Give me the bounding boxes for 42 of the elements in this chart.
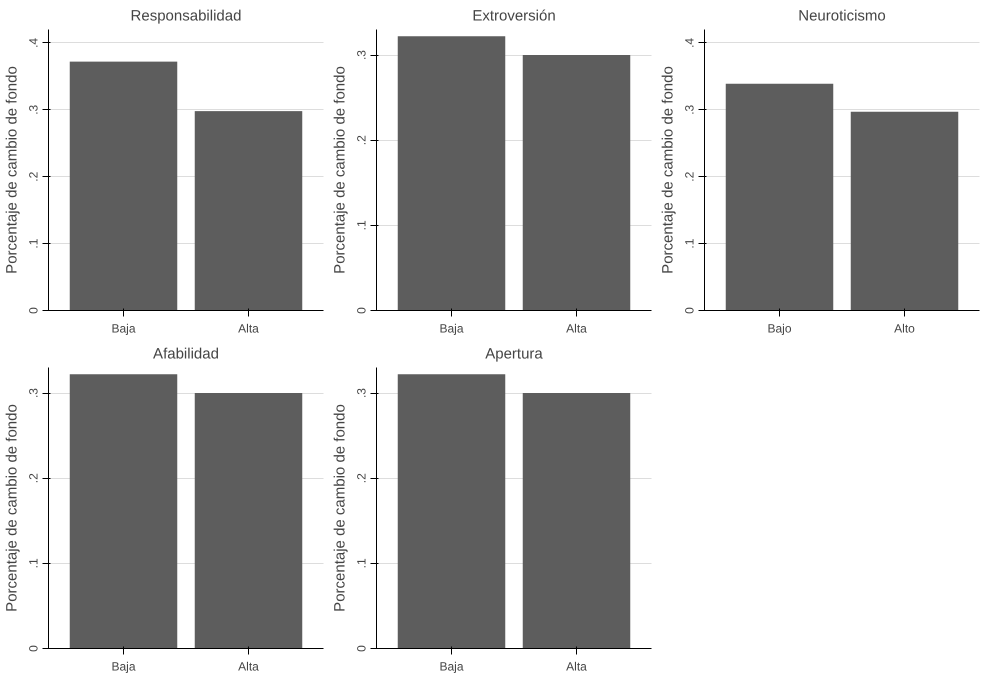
y-tick-label: .1 — [354, 558, 368, 568]
x-tick-label: Alta — [238, 322, 260, 336]
y-tick-label: .2 — [354, 472, 368, 484]
y-tick-label: .1 — [354, 220, 368, 230]
y-tick-label: .2 — [354, 134, 368, 146]
x-tick-label: Baja — [111, 322, 136, 336]
y-tick-label: 0 — [354, 644, 368, 652]
y-tick-label: .3 — [26, 388, 40, 398]
x-tick-label: Alta — [566, 322, 588, 336]
chart-title: Neuroticismo — [798, 8, 886, 24]
y-tick-label: .3 — [26, 104, 40, 115]
x-tick-label: Alta — [566, 660, 588, 674]
y-tick-label: .3 — [354, 388, 368, 398]
y-tick-label: .3 — [682, 104, 696, 115]
y-axis-title: Porcentaje de cambio de fondo — [332, 66, 348, 274]
y-axis-title: Porcentaje de cambio de fondo — [332, 404, 348, 612]
x-tick-label: Baja — [439, 660, 464, 674]
x-tick-label: Alta — [238, 660, 260, 674]
y-tick-label: .3 — [354, 50, 368, 60]
y-tick-label: .2 — [682, 171, 696, 182]
y-tick-label: .1 — [26, 238, 40, 249]
y-tick-label: .4 — [682, 38, 696, 48]
y-tick-label: .1 — [26, 558, 40, 568]
x-tick-label: Baja — [111, 660, 136, 674]
chart-title: Extroversión — [472, 8, 556, 24]
y-axis-title: Porcentaje de cambio de fondo — [4, 66, 20, 274]
y-tick-label: .4 — [26, 38, 40, 48]
y-tick-label: 0 — [26, 306, 40, 314]
chart-title: Apertura — [485, 346, 544, 362]
y-tick-label: 0 — [682, 306, 696, 314]
x-tick-label: Alto — [894, 322, 916, 336]
y-tick-label: .1 — [682, 238, 696, 249]
y-axis-title: Porcentaje de cambio de fondo — [660, 66, 676, 274]
chart-title: Responsabilidad — [130, 8, 242, 24]
y-tick-label: 0 — [26, 644, 40, 652]
y-tick-label: .2 — [26, 472, 40, 484]
y-axis-title: Porcentaje de cambio de fondo — [4, 404, 20, 612]
y-tick-label: .2 — [26, 171, 40, 182]
y-tick-label: 0 — [354, 306, 368, 314]
chart-title: Afabilidad — [153, 346, 219, 362]
x-tick-label: Bajo — [767, 322, 792, 336]
x-tick-label: Baja — [439, 322, 464, 336]
